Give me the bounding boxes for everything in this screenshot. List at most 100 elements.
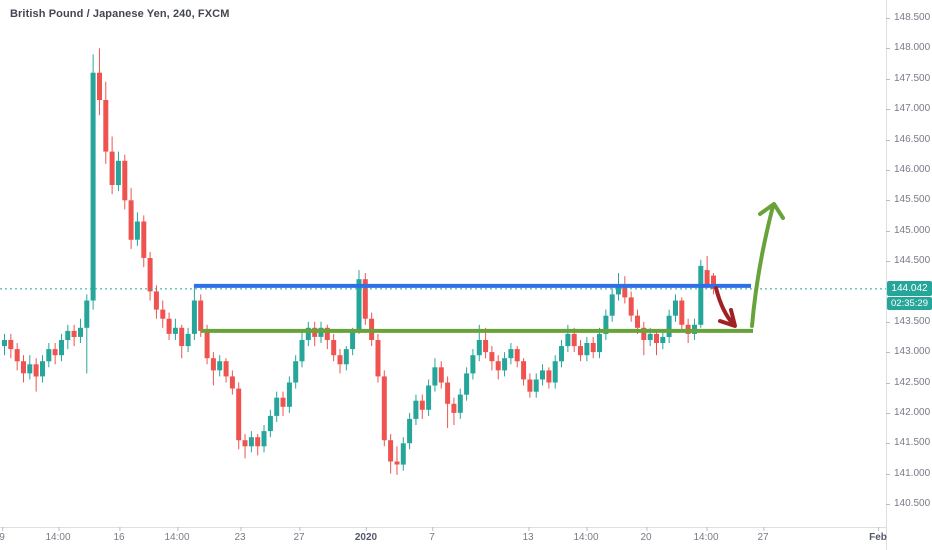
candle-body (147, 258, 153, 292)
candle-body (172, 327, 178, 334)
price-tick: 143.000 (886, 346, 932, 358)
candle-body (559, 346, 564, 362)
price-tick: 141.500 (886, 437, 932, 449)
candle-body (603, 315, 609, 334)
candle-body (533, 379, 539, 392)
time-tick: 14:00 (45, 527, 71, 543)
candle-body (84, 300, 90, 328)
candle-body (527, 379, 533, 392)
last-price-label: 144.042 (887, 281, 932, 297)
candle-body (641, 327, 647, 340)
candle-body (160, 309, 166, 319)
candle-body (628, 297, 634, 316)
candle-body (590, 343, 596, 353)
candle-body (647, 333, 653, 340)
candle-body (223, 361, 229, 377)
candle-body (128, 200, 134, 240)
candle-body (451, 403, 457, 413)
candle-body (597, 333, 602, 353)
candle-body (280, 397, 286, 407)
time-tick: Feb (869, 527, 887, 543)
candle-body (470, 355, 476, 374)
candle-body (616, 285, 621, 295)
candle-body (508, 349, 514, 359)
candle-body (464, 373, 470, 395)
candle-body (521, 361, 527, 380)
candle-body (166, 318, 172, 334)
candle-body (103, 100, 109, 152)
time-axis[interactable]: 9 14:00 16 14:00 23 27 2020 7 13 14:00 20 14:00 27 Fe… (0, 527, 932, 550)
candle-body (115, 160, 121, 186)
sell-rejection-arrow-drawing[interactable] (714, 286, 737, 328)
time-tick: 27 (757, 527, 769, 543)
candle-body (267, 415, 273, 432)
bar-close-countdown: 02:35:29 (887, 297, 932, 311)
candle-body (59, 340, 64, 356)
candle-body (198, 300, 204, 331)
candle-body (2, 340, 7, 347)
candle-body (413, 400, 419, 419)
price-tick: 146.500 (886, 134, 932, 146)
candle-body (388, 440, 394, 462)
price-axis[interactable]: 148.500 148.000 147.500 147.000 146.500 146.0… (886, 0, 932, 527)
candle-body (514, 349, 520, 362)
candle-body (407, 418, 413, 444)
candle-body (654, 333, 659, 343)
price-tick: 144.500 (886, 255, 932, 267)
candle-body (666, 315, 672, 337)
candle-body (274, 397, 280, 416)
candle-body (179, 327, 185, 346)
candle-body (40, 361, 45, 377)
candle-body (609, 294, 615, 316)
price-tick: 146.000 (886, 164, 932, 176)
candle-body (109, 151, 115, 185)
time-tick: 14:00 (693, 527, 719, 543)
price-tick: 148.500 (886, 12, 932, 24)
candle-body (679, 300, 685, 325)
candlestick-series (2, 48, 716, 475)
candle-body (673, 300, 678, 316)
candle-body (419, 400, 425, 410)
buy-bounce-arrow-drawing[interactable] (750, 202, 785, 328)
candle-body (305, 327, 311, 340)
candle-body (483, 340, 489, 353)
candle-body (400, 443, 406, 465)
candle-body (324, 327, 330, 340)
candle-body (660, 336, 666, 343)
candle-body (711, 275, 716, 289)
candle-body (27, 364, 33, 374)
candle-body (331, 340, 337, 356)
candle-body (14, 349, 20, 362)
candle-body (71, 330, 77, 337)
time-tick: 7 (429, 527, 435, 543)
candle-body (432, 367, 438, 386)
candle-body (299, 340, 305, 362)
candle-body (134, 221, 140, 240)
candle-body (229, 376, 235, 389)
candle-body (210, 358, 216, 371)
candle-body (21, 361, 26, 374)
candle-body (236, 388, 242, 441)
candle-body (122, 160, 128, 201)
candle-body (261, 431, 267, 447)
candle-body (90, 72, 96, 301)
time-tick: 27 (293, 527, 305, 543)
candle-body (217, 361, 223, 371)
candle-body (204, 330, 210, 359)
price-tick: 143.500 (886, 316, 932, 328)
candle-body (635, 315, 640, 328)
candle-body (457, 394, 463, 413)
time-tick: 2020 (354, 527, 378, 543)
candle-body (495, 361, 501, 371)
price-tick: 140.500 (886, 498, 932, 510)
candle-body (584, 343, 590, 356)
price-tick: 141.000 (886, 468, 932, 480)
candle-body (546, 370, 552, 383)
price-tick: 147.500 (886, 73, 932, 85)
candle-body (343, 349, 349, 365)
candle-body (97, 72, 102, 100)
candle-body (502, 358, 508, 371)
symbol-title: British Pound / Japanese Yen, 240, FXCM (10, 8, 230, 20)
candle-body (242, 440, 248, 447)
